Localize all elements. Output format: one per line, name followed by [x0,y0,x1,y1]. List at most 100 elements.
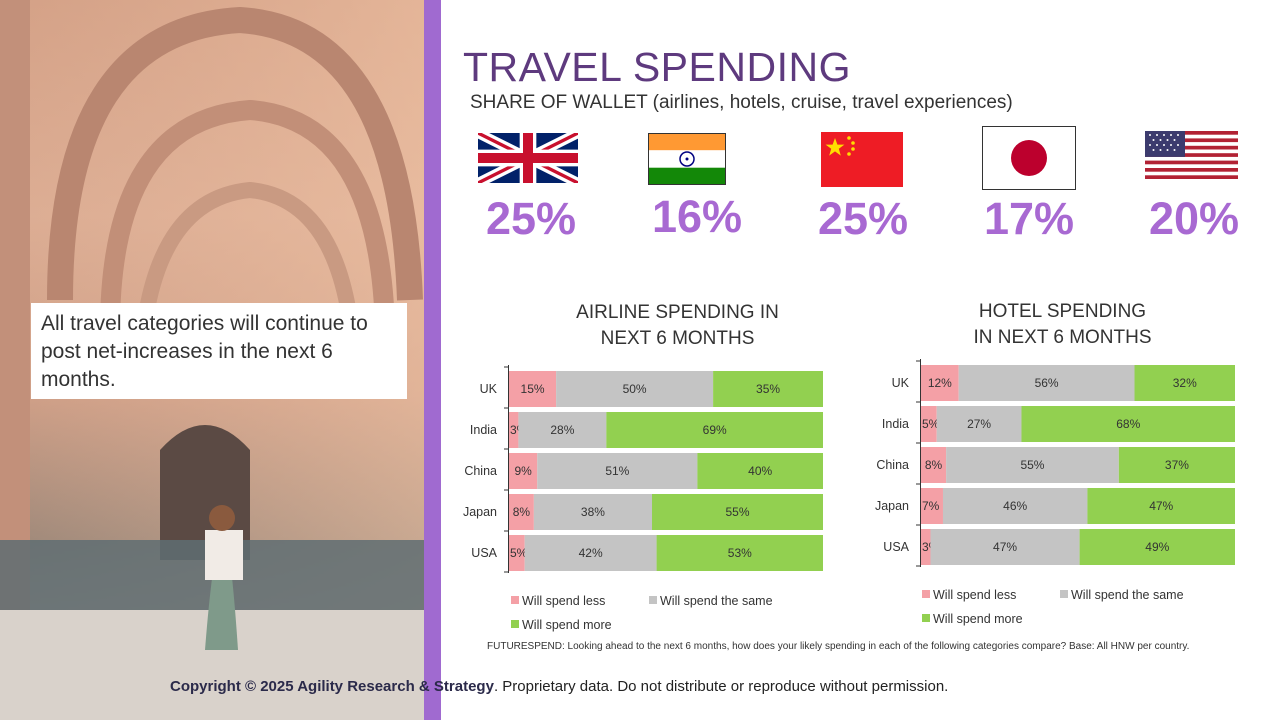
bar-more-india [1021,406,1235,442]
airline-chart-title: AIRLINE SPENDING IN NEXT 6 MONTHS [540,300,815,352]
category-label-china: China [876,458,909,472]
data-label-more-uk: 32% [1173,376,1197,390]
data-label-more-japan: 47% [1149,499,1173,513]
data-label-less-uk: 15% [521,382,545,396]
bar-less-india [509,412,519,448]
data-label-same-uk: 50% [623,382,647,396]
bar-less-uk [509,371,557,407]
data-label-more-china: 40% [748,464,772,478]
legend-swatch-less [511,596,519,604]
footnote: FUTURESPEND: Looking ahead to the next 6… [487,641,1190,652]
data-label-less-china: 8% [925,458,943,472]
category-label-usa: USA [883,540,909,554]
bar-more-china [697,453,823,489]
data-label-same-china: 51% [605,464,629,478]
share-china: 25% [817,193,909,244]
bar-same-japan [533,494,653,530]
china-flag-icon [821,132,903,187]
copyright: Copyright © 2025 Agility Research & Stra… [170,678,948,695]
category-label-japan: Japan [875,499,909,513]
data-label-less-china: 9% [514,464,532,478]
category-label-india: India [470,423,497,437]
category-label-uk: UK [480,382,498,396]
legend-swatch-more [511,620,519,628]
share-japan: 17% [983,193,1075,244]
bar-less-india [921,406,937,442]
bar-same-usa [930,529,1080,565]
data-label-less-india: 5% [922,417,940,431]
page-title: TRAVEL SPENDING [463,44,851,90]
legend-label-same: Will spend the same [1071,588,1184,602]
data-label-same-india: 28% [550,423,574,437]
bar-same-china [537,453,698,489]
usa-flag-icon [1145,131,1238,179]
callout-box: All travel categories will continue to p… [31,303,407,399]
hotel-chart-title: HOTEL SPENDING IN NEXT 6 MONTHS [920,299,1205,351]
bar-more-japan [652,494,823,530]
bar-same-usa [524,535,657,571]
data-label-same-japan: 38% [581,505,605,519]
data-label-less-japan: 8% [513,505,531,519]
share-uk: 25% [485,193,577,244]
legend-label-same: Will spend the same [660,594,773,608]
data-label-more-uk: 35% [756,382,780,396]
bar-same-uk [958,365,1135,401]
bar-less-japan [921,488,943,524]
data-label-more-usa: 49% [1145,540,1169,554]
share-usa: 20% [1148,193,1240,244]
bar-more-usa [656,535,823,571]
page-subtitle: SHARE OF WALLET (airlines, hotels, cruis… [470,92,1013,113]
bar-less-japan [509,494,534,530]
data-label-same-japan: 46% [1003,499,1027,513]
data-label-same-china: 55% [1020,458,1044,472]
bar-same-india [518,412,607,448]
callout-text: All travel categories will continue to p… [41,312,368,391]
copyright-owner: Copyright © 2025 Agility Research & Stra… [170,678,494,695]
bar-less-usa [921,529,931,565]
data-label-more-india: 68% [1116,417,1140,431]
airline-chart-title-line2: NEXT 6 MONTHS [600,328,755,349]
india-flag-icon [648,133,726,185]
bar-less-china [921,447,947,483]
category-label-japan: Japan [463,505,497,519]
data-label-more-japan: 55% [725,505,749,519]
bar-more-china [1118,447,1235,483]
legend-label-less: Will spend less [933,588,1016,602]
bar-less-china [509,453,538,489]
airline-chart-title-line1: AIRLINE SPENDING IN [576,302,779,323]
bar-more-uk [713,371,823,407]
bar-less-uk [921,365,959,401]
legend-label-less: Will spend less [522,594,605,608]
category-label-india: India [882,417,909,431]
hotel-chart-title-line1: HOTEL SPENDING [978,301,1147,322]
bar-more-usa [1079,529,1235,565]
bar-same-uk [556,371,714,407]
legend-swatch-same [649,596,657,604]
legend-swatch-less [922,590,930,598]
data-label-same-india: 27% [967,417,991,431]
legend-label-more: Will spend more [522,618,612,632]
copyright-notice: . Proprietary data. Do not distribute or… [493,678,949,695]
bar-more-india [606,412,823,448]
data-label-same-usa: 42% [579,546,603,560]
bar-less-usa [509,535,525,571]
data-label-more-india: 69% [703,423,727,437]
bar-same-india [936,406,1022,442]
data-label-less-japan: 7% [922,499,940,513]
legend-swatch-more [922,614,930,622]
data-label-less-uk: 12% [928,376,952,390]
bar-same-china [946,447,1119,483]
data-label-same-usa: 47% [993,540,1017,554]
bar-more-japan [1087,488,1235,524]
data-label-more-china: 37% [1165,458,1189,472]
legend-swatch-same [1060,590,1068,598]
category-label-china: China [464,464,497,478]
hotel-chart-title-line2: IN NEXT 6 MONTHS [973,327,1152,348]
category-label-usa: USA [471,546,497,560]
bar-more-uk [1134,365,1235,401]
accent-bar [424,0,441,720]
share-india: 16% [651,191,743,242]
bar-same-japan [942,488,1088,524]
